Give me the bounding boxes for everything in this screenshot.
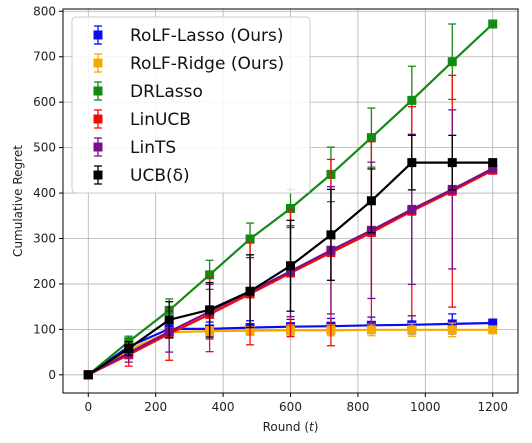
y-tick-label: 500 <box>33 141 56 155</box>
data-point <box>205 305 215 315</box>
data-point <box>488 318 498 328</box>
y-tick-label: 400 <box>33 186 56 200</box>
data-point <box>407 158 417 168</box>
y-tick-label: 600 <box>33 95 56 109</box>
series-layer <box>83 19 498 380</box>
data-point <box>164 315 174 325</box>
legend-label: RoLF-Lasso (Ours) <box>130 26 284 46</box>
axis-ticks: 0 200 400 600 800 1000 1200 0 100 200 300 400 500 600… <box>33 4 508 414</box>
data-point <box>366 196 376 206</box>
data-point <box>124 343 134 353</box>
data-point <box>488 164 498 174</box>
x-axis-label: Round (t) <box>263 420 319 434</box>
x-tick-label: 800 <box>346 400 369 414</box>
data-point <box>245 234 255 244</box>
legend-marker <box>93 58 103 68</box>
legend-label: RoLF-Ridge (Ours) <box>130 54 284 74</box>
legend-item-drlasso: DRLasso <box>93 81 203 102</box>
data-point <box>83 370 93 380</box>
data-point <box>407 95 417 105</box>
y-tick-label: 100 <box>33 322 56 336</box>
legend: RoLF-Lasso (Ours) RoLF-Ridge (Ours) DRLass… <box>71 16 311 194</box>
data-point <box>447 325 457 335</box>
data-point <box>286 203 295 213</box>
series-ucb <box>83 134 498 380</box>
data-point <box>447 158 457 168</box>
legend-item-rolf-lasso-ours: RoLF-Lasso (Ours) <box>93 25 284 46</box>
x-tick-label: 1200 <box>477 400 508 414</box>
data-point <box>245 286 255 296</box>
x-tick-label: 600 <box>279 400 302 414</box>
data-point <box>407 204 417 214</box>
data-point <box>488 325 498 335</box>
legend-marker <box>93 142 103 152</box>
y-tick-label: 0 <box>48 368 56 382</box>
legend-item-ucb: UCB(δ) <box>93 165 190 186</box>
legend-label: LinTS <box>130 138 176 158</box>
legend-item-rolf-ridge-ours: RoLF-Ridge (Ours) <box>93 53 284 74</box>
data-point <box>447 57 457 67</box>
y-tick-label: 800 <box>33 4 56 18</box>
y-tick-label: 700 <box>33 50 56 64</box>
x-tick-label: 0 <box>84 400 92 414</box>
x-tick-label: 1000 <box>410 400 441 414</box>
legend-marker <box>93 86 103 96</box>
legend-item-lints: LinTS <box>93 137 176 158</box>
data-point <box>205 270 215 280</box>
legend-marker <box>93 170 103 180</box>
legend-label: UCB(δ) <box>130 166 190 186</box>
x-axis-label-var: t <box>309 420 315 434</box>
legend-label: DRLasso <box>130 82 203 102</box>
y-axis-label: Cumulative Regret <box>11 145 25 257</box>
data-point <box>488 19 498 29</box>
y-tick-label: 200 <box>33 277 56 291</box>
legend-box <box>71 16 311 194</box>
data-point <box>488 158 498 168</box>
x-tick-label: 400 <box>212 400 235 414</box>
x-tick-label: 200 <box>144 400 167 414</box>
legend-marker <box>93 30 103 40</box>
data-point <box>366 325 376 335</box>
legend-label: LinUCB <box>130 110 191 130</box>
data-point <box>326 230 336 240</box>
data-point <box>366 133 376 143</box>
data-point <box>407 325 417 335</box>
legend-item-linucb: LinUCB <box>93 109 191 130</box>
y-tick-label: 300 <box>33 231 56 245</box>
legend-marker <box>93 114 103 124</box>
data-point <box>286 261 295 271</box>
